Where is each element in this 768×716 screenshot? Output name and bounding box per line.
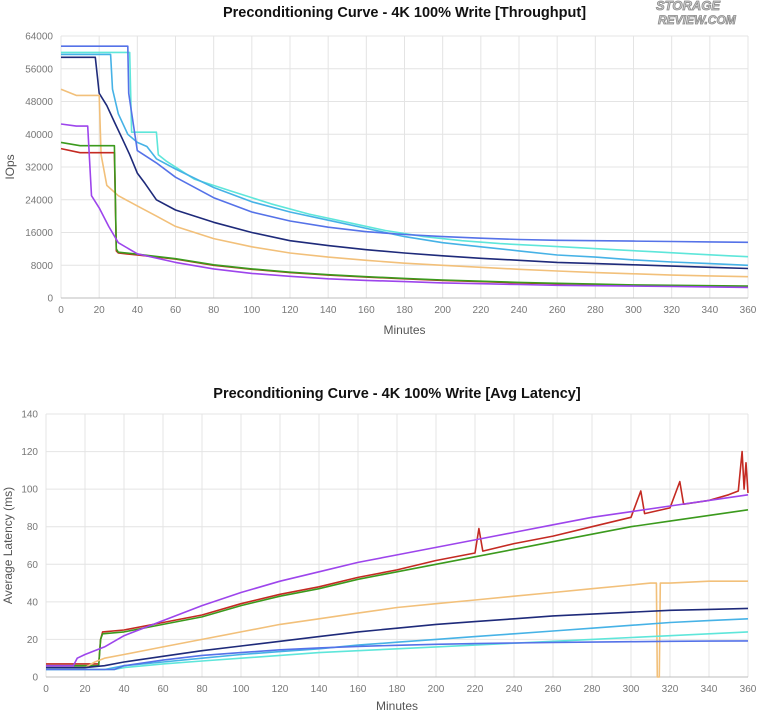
x-tick-label: 40 — [118, 684, 130, 695]
x-tick-label: 360 — [740, 684, 757, 695]
y-tick-label: 24000 — [25, 195, 53, 206]
series-line-green — [60, 141, 749, 287]
y-tick-label: 60 — [27, 560, 39, 571]
series-line-red — [46, 450, 749, 665]
y-tick-label: 48000 — [25, 97, 53, 108]
y-tick-label: 140 — [21, 410, 38, 421]
x-tick-label: 340 — [701, 684, 718, 695]
x-tick-label: 180 — [396, 305, 413, 316]
series-line-turquoise — [61, 51, 749, 258]
y-tick-label: 40000 — [25, 130, 53, 141]
chart-title: Preconditioning Curve - 4K 100% Write [A… — [213, 386, 581, 402]
chart-1: Preconditioning Curve - 4K 100% Write [T… — [3, 5, 757, 337]
chart-title: Preconditioning Curve - 4K 100% Write [T… — [223, 5, 586, 21]
x-tick-label: 300 — [623, 684, 640, 695]
storagereview-logo: STORAGE REVIEW.COM — [656, 0, 738, 27]
y-tick-label: 40 — [27, 597, 39, 608]
x-tick-label: 220 — [472, 305, 489, 316]
x-tick-label: 340 — [701, 305, 718, 316]
y-axis-label: Average Latency (ms) — [1, 487, 15, 604]
y-tick-label: 0 — [32, 673, 38, 684]
series-line-sky — [61, 53, 749, 267]
series-line-navy — [46, 607, 749, 669]
series-line-navy — [61, 56, 749, 270]
x-axis-label: Minutes — [376, 699, 418, 713]
series-line-tan — [46, 580, 748, 678]
x-tick-label: 100 — [233, 684, 250, 695]
x-axis-label: Minutes — [383, 323, 425, 337]
x-tick-label: 160 — [358, 305, 375, 316]
y-tick-label: 16000 — [25, 228, 53, 239]
x-tick-label: 60 — [170, 305, 182, 316]
x-tick-label: 80 — [196, 684, 208, 695]
x-tick-label: 240 — [511, 305, 528, 316]
series-line-green — [46, 509, 749, 667]
x-tick-label: 120 — [282, 305, 299, 316]
x-tick-label: 180 — [389, 684, 406, 695]
x-tick-label: 200 — [434, 305, 451, 316]
y-tick-label: 0 — [47, 294, 53, 305]
x-tick-label: 0 — [43, 684, 49, 695]
y-tick-label: 32000 — [25, 163, 53, 174]
series-line-purple — [46, 494, 749, 667]
x-tick-label: 80 — [208, 305, 220, 316]
series-line-purple — [60, 123, 749, 289]
x-tick-label: 260 — [545, 684, 562, 695]
series-line-turquoise — [46, 631, 749, 671]
x-tick-label: 220 — [467, 684, 484, 695]
x-tick-label: 360 — [740, 305, 757, 316]
x-tick-label: 320 — [663, 305, 680, 316]
x-tick-label: 200 — [428, 684, 445, 695]
x-tick-label: 280 — [584, 684, 601, 695]
x-tick-label: 280 — [587, 305, 604, 316]
series-line-blue — [46, 640, 749, 671]
x-tick-label: 140 — [311, 684, 328, 695]
x-tick-label: 60 — [157, 684, 169, 695]
x-tick-label: 320 — [662, 684, 679, 695]
y-tick-label: 8000 — [31, 261, 54, 272]
logo-line-2: REVIEW.COM — [658, 13, 737, 27]
x-tick-label: 20 — [94, 305, 106, 316]
y-tick-label: 20 — [27, 635, 39, 646]
x-tick-label: 100 — [243, 305, 260, 316]
logo-line-1: STORAGE — [656, 0, 720, 13]
x-tick-label: 240 — [506, 684, 523, 695]
y-tick-label: 100 — [21, 485, 38, 496]
x-tick-label: 260 — [549, 305, 566, 316]
x-tick-label: 300 — [625, 305, 642, 316]
x-tick-label: 160 — [350, 684, 367, 695]
y-tick-label: 120 — [21, 447, 38, 458]
series-line-sky — [46, 618, 749, 671]
x-tick-label: 120 — [272, 684, 289, 695]
y-axis-label: IOps — [3, 154, 17, 179]
x-tick-label: 20 — [79, 684, 91, 695]
y-tick-label: 64000 — [25, 32, 53, 43]
series-line-blue — [61, 45, 749, 244]
chart-2: Preconditioning Curve - 4K 100% Write [A… — [1, 386, 757, 713]
x-tick-label: 40 — [132, 305, 144, 316]
series-line-tan — [60, 88, 749, 278]
x-tick-label: 0 — [58, 305, 64, 316]
y-tick-label: 56000 — [25, 64, 53, 75]
y-tick-label: 80 — [27, 522, 39, 533]
x-tick-label: 140 — [320, 305, 337, 316]
